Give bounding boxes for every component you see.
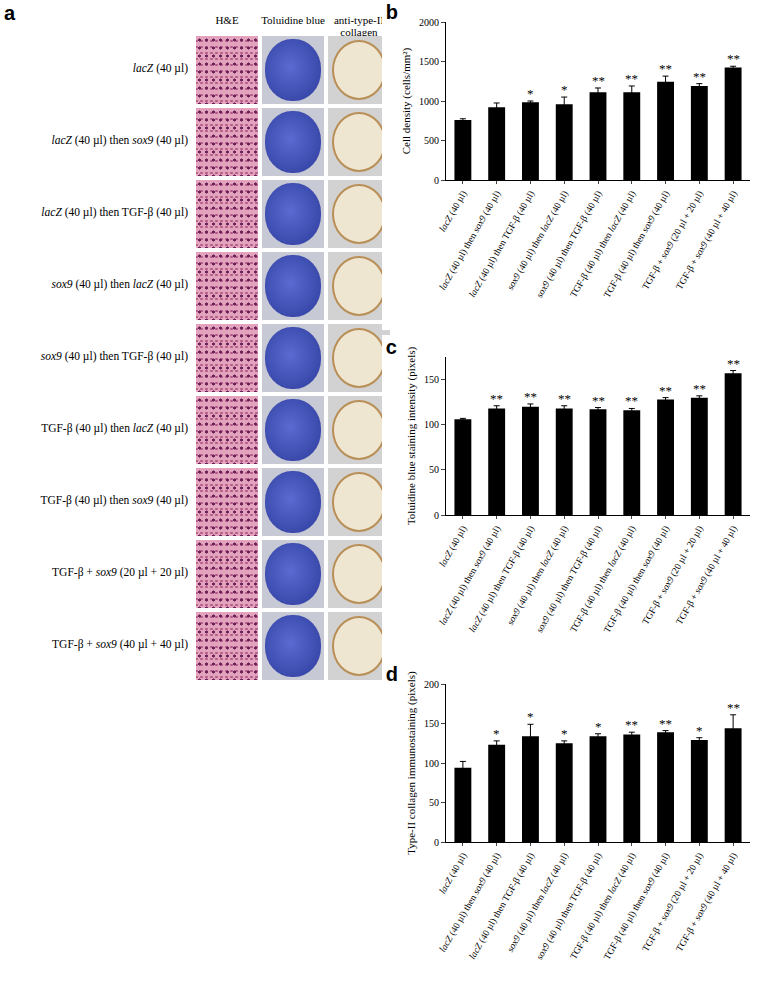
svg-text:TGF-β + sox9 (20 µl + 20 µl): TGF-β + sox9 (20 µl + 20 µl) <box>640 524 706 627</box>
svg-text:*: * <box>696 723 703 738</box>
svg-text:*: * <box>561 726 568 741</box>
svg-text:100: 100 <box>424 419 439 430</box>
svg-text:sox9 (40 µl) then lacZ (40 µl): sox9 (40 µl) then lacZ (40 µl) <box>505 851 571 954</box>
svg-text:TGF-β + sox9 (40 µl + 40 µl): TGF-β + sox9 (40 µl + 40 µl) <box>674 851 740 954</box>
html-text:anti-type-II collagen: anti-type-II collagen <box>334 14 384 38</box>
html-text:TGF-β + sox9 (40 µl + 40 µl): TGF-β + sox9 (40 µl + 40 µl) <box>52 638 188 650</box>
svg-text:**: ** <box>693 69 706 84</box>
svg-text:**: ** <box>625 393 638 408</box>
svg-text:TGF-β (40 µl) then lacZ (40 µl: TGF-β (40 µl) then lacZ (40 µl) <box>568 524 638 635</box>
svg-text:100: 100 <box>424 758 439 769</box>
svg-text:*: * <box>595 719 602 734</box>
svg-text:TGF-β + sox9 (40 µl + 40 µl): TGF-β + sox9 (40 µl + 40 µl) <box>674 524 740 627</box>
svg-text:**: ** <box>727 356 740 371</box>
html-text:a: a <box>4 2 16 24</box>
html-text:Toluidine blue: Toluidine blue <box>261 14 325 26</box>
svg-text:lacZ (40 µl) then sox9 (40 µl): lacZ (40 µl) then sox9 (40 µl) <box>437 851 503 954</box>
svg-text:**: ** <box>727 51 740 66</box>
svg-text:sox9 (40 µl) then lacZ (40 µl): sox9 (40 µl) then lacZ (40 µl) <box>505 189 571 292</box>
svg-text:0: 0 <box>434 510 439 521</box>
svg-text:lacZ (40 µl) then TGF-β (40 µl: lacZ (40 µl) then TGF-β (40 µl) <box>467 524 537 634</box>
svg-text:c: c <box>386 336 397 358</box>
html-text:H&E: H&E <box>215 14 239 26</box>
svg-text:*: * <box>561 82 568 97</box>
svg-text:sox9 (40 µl) then lacZ (40 µl): sox9 (40 µl) then lacZ (40 µl) <box>505 524 571 627</box>
svg-text:**: ** <box>524 389 537 404</box>
svg-text:TGF-β + sox9 (20 µl + 20 µl): TGF-β + sox9 (20 µl + 20 µl) <box>640 189 706 292</box>
svg-text:sox9 (40 µl) then TGF-β (40 µl: sox9 (40 µl) then TGF-β (40 µl) <box>534 189 604 300</box>
svg-text:lacZ (40 µl): lacZ (40 µl) <box>437 189 469 234</box>
svg-text:TGF-β + sox9 (40 µl + 40 µl): TGF-β + sox9 (40 µl + 40 µl) <box>674 189 740 292</box>
svg-text:**: ** <box>625 71 638 86</box>
svg-text:Toluidine blue staining intens: Toluidine blue staining intensity (pixel… <box>405 347 418 526</box>
svg-text:500: 500 <box>424 135 439 146</box>
svg-text:TGF-β (40 µl) then sox9 (40 µl: TGF-β (40 µl) then sox9 (40 µl) <box>602 851 672 962</box>
svg-text:**: ** <box>592 393 605 408</box>
svg-text:150: 150 <box>424 718 439 729</box>
svg-text:**: ** <box>490 391 503 406</box>
html-text:TGF-β (40 µl) then sox9 (40 µl: TGF-β (40 µl) then sox9 (40 µl) <box>40 494 188 506</box>
svg-text:*: * <box>493 726 500 741</box>
svg-text:TGF-β (40 µl) then sox9 (40 µl: TGF-β (40 µl) then sox9 (40 µl) <box>602 189 672 300</box>
svg-text:sox9 (40 µl) then TGF-β (40 µl: sox9 (40 µl) then TGF-β (40 µl) <box>534 524 604 635</box>
svg-text:*: * <box>527 86 534 101</box>
svg-text:1000: 1000 <box>419 96 439 107</box>
svg-text:d: d <box>386 663 398 685</box>
svg-text:lacZ (40 µl) then sox9 (40 µl): lacZ (40 µl) then sox9 (40 µl) <box>437 189 503 292</box>
svg-text:1500: 1500 <box>419 56 439 67</box>
svg-text:2000: 2000 <box>419 17 439 28</box>
svg-text:**: ** <box>558 391 571 406</box>
svg-text:TGF-β (40 µl) then sox9 (40 µl: TGF-β (40 µl) then sox9 (40 µl) <box>602 524 672 635</box>
html-text:lacZ (40 µl): lacZ (40 µl) <box>132 62 188 74</box>
svg-text:**: ** <box>625 717 638 732</box>
html-text:TGF-β (40 µl) then lacZ (40 µl: TGF-β (40 µl) then lacZ (40 µl) <box>41 422 188 434</box>
html-text:lacZ (40 µl) then sox9 (40 µl): lacZ (40 µl) then sox9 (40 µl) <box>51 134 188 146</box>
svg-text:50: 50 <box>429 797 439 808</box>
html-text:sox9 (40 µl) then TGF-β (40 µl: sox9 (40 µl) then TGF-β (40 µl) <box>40 350 188 362</box>
svg-text:0: 0 <box>434 175 439 186</box>
svg-text:TGF-β (40 µl) then lacZ (40 µl: TGF-β (40 µl) then lacZ (40 µl) <box>568 851 638 962</box>
svg-text:**: ** <box>659 383 672 398</box>
svg-text:TGF-β + sox9 (20 µl + 20 µl): TGF-β + sox9 (20 µl + 20 µl) <box>640 851 706 954</box>
svg-text:Type-II collagen immunostainin: Type-II collagen immunostaining (pixels) <box>405 671 418 855</box>
svg-text:lacZ (40 µl): lacZ (40 µl) <box>437 851 469 896</box>
html-text:lacZ (40 µl) then TGF-β (40 µl: lacZ (40 µl) then TGF-β (40 µl) <box>41 206 188 218</box>
svg-text:50: 50 <box>429 464 439 475</box>
html-text:sox9 (40 µl) then lacZ (40 µl): sox9 (40 µl) then lacZ (40 µl) <box>51 278 188 290</box>
svg-text:lacZ (40 µl): lacZ (40 µl) <box>437 524 469 569</box>
svg-text:0: 0 <box>434 837 439 848</box>
svg-text:*: * <box>527 709 534 724</box>
svg-text:**: ** <box>659 61 672 76</box>
svg-text:**: ** <box>592 73 605 88</box>
svg-text:**: ** <box>693 381 706 396</box>
svg-text:150: 150 <box>424 374 439 385</box>
svg-text:Cell density (cells/mm²): Cell density (cells/mm²) <box>400 47 413 154</box>
svg-text:lacZ (40 µl) then sox9 (40 µl): lacZ (40 µl) then sox9 (40 µl) <box>437 524 503 627</box>
svg-text:lacZ (40 µl) then TGF-β (40 µl: lacZ (40 µl) then TGF-β (40 µl) <box>467 189 537 299</box>
svg-text:TGF-β (40 µl) then lacZ (40 µl: TGF-β (40 µl) then lacZ (40 µl) <box>568 189 638 300</box>
svg-text:**: ** <box>727 700 740 715</box>
html-text:TGF-β + sox9 (20 µl + 20 µl): TGF-β + sox9 (20 µl + 20 µl) <box>52 566 188 578</box>
svg-text:sox9 (40 µl) then TGF-β (40 µl: sox9 (40 µl) then TGF-β (40 µl) <box>534 851 604 962</box>
svg-text:**: ** <box>659 716 672 731</box>
svg-text:b: b <box>386 1 398 23</box>
svg-text:200: 200 <box>424 679 439 690</box>
svg-text:lacZ (40 µl) then TGF-β (40 µl: lacZ (40 µl) then TGF-β (40 µl) <box>467 851 537 961</box>
